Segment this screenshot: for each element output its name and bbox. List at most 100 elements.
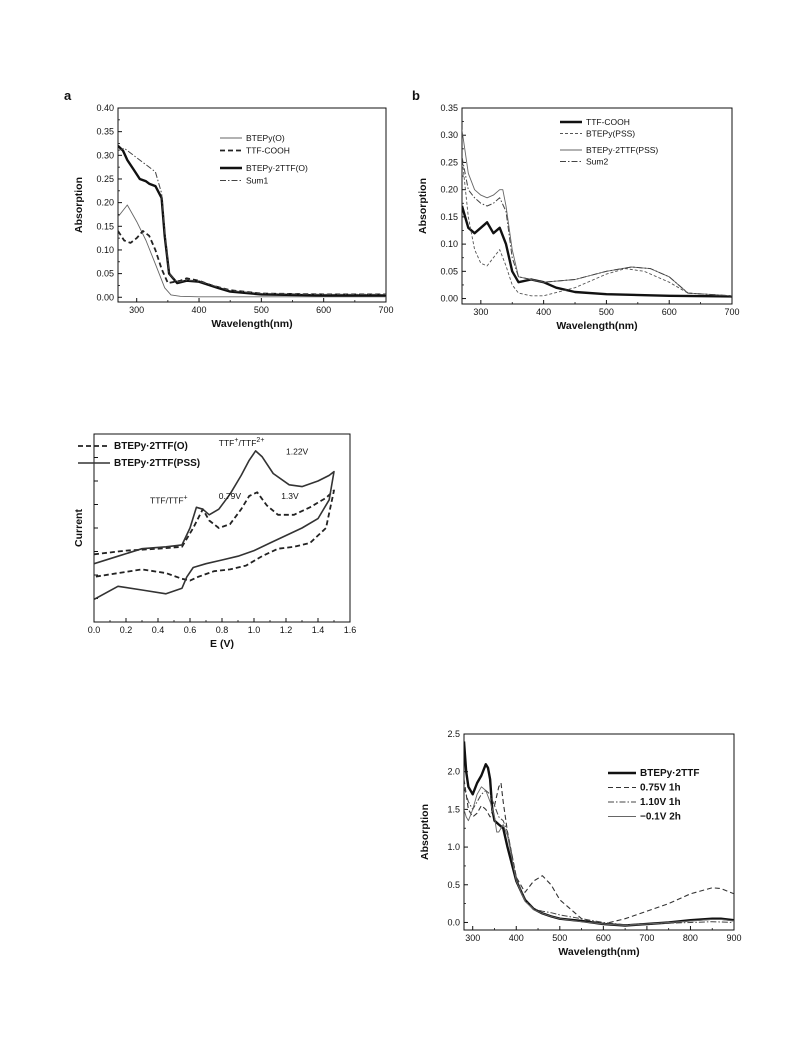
panel-label: a [64,88,72,103]
y-axis-label: Absorption [419,804,431,860]
legend-label: Sum2 [586,157,608,167]
y-tick-label: 0.20 [96,198,114,208]
x-tick-label: 700 [639,933,654,943]
legend-label: BTEPy·2TTF(O) [246,163,308,173]
series-line-btepy-2ttf-o- [94,489,335,582]
legend-label: BTEPy·2TTF(PSS) [586,145,658,155]
series-line-btepy-o- [118,204,386,298]
series-line-btepy-pss- [462,156,732,297]
annotation-sup: + [234,437,238,444]
x-tick-label: 400 [509,933,524,943]
panel-label: b [412,88,420,103]
x-tick-label: 0.2 [120,625,133,635]
x-axis-label: Wavelength(nm) [556,320,637,332]
x-tick-label: 0.4 [152,625,165,635]
legend-label: Sum1 [246,176,268,186]
annotation-text: TTF/TTF [150,496,184,506]
series-line-btepy-2ttf-pss- [462,129,732,297]
x-tick-label: 300 [465,933,480,943]
y-tick-label: 0.0 [447,917,460,927]
annotation: 1.3V [281,491,299,501]
x-tick-label: 1.2 [280,625,293,635]
legend-label: BTEPy(O) [246,133,285,143]
chart-b: b 300 400 500 600 700 0.00 0.05 0.10 0.15 0.20 0.25… [412,88,740,332]
y-tick-label: 0.10 [440,239,458,249]
x-tick-label: 400 [536,307,551,317]
x-tick-label: 0.8 [216,625,229,635]
y-tick-label: 2.0 [447,767,460,777]
annotation-text: TTF [219,438,235,448]
series-line-btepy-2ttf-pss- [94,450,335,601]
y-tick-label: 0.30 [96,150,114,160]
annotation-text: 0.79V [219,491,242,501]
x-tick-label: 800 [683,933,698,943]
legend-label: BTEPy·2TTF [640,768,699,779]
legend-label: 1.10V 1h [640,797,681,808]
x-tick-label: 500 [552,933,567,943]
y-tick-label: 1.5 [447,804,460,814]
chart-a: a 300 400 500 600 700 0.00 0.05 0.10 0.15 0.20 0.25… [64,88,394,330]
x-tick-label: 500 [254,305,269,315]
y-tick-label: 0.25 [96,174,114,184]
plot-frame [463,733,735,931]
y-tick-label: 1.0 [447,842,460,852]
y-tick-label: 0.30 [440,130,458,140]
x-tick-label: 0.6 [184,625,197,635]
annotation-sup: + [184,495,188,502]
x-tick-label: 900 [726,933,741,943]
legend-label: BTEPy·2TTF(PSS) [114,458,200,469]
y-tick-label: 0.20 [440,185,458,195]
series-line-btepy-2ttf-o- [118,145,386,297]
series-line--0-1v-2h [464,786,734,926]
x-axis-label: E (V) [210,638,234,650]
plot-frame [117,107,387,303]
y-tick-label: 0.5 [447,880,460,890]
y-tick-label: 0.10 [96,245,114,255]
annotation-sup: 2+ [256,437,264,444]
annotation-text: 1.3V [281,491,299,501]
x-tick-label: 300 [473,307,488,317]
x-tick-label: 1.6 [344,625,357,635]
x-tick-label: 600 [662,307,677,317]
legend-label: TTF-COOH [586,117,630,127]
y-tick-label: 0.00 [440,294,458,304]
legend-label: −0.1V 2h [640,812,681,823]
y-tick-label: 0.25 [440,157,458,167]
chart-d: 300 400 500 600 700 800 900 0.0 0.5 1.0 1.5 2.0 2.5 W… [419,729,742,958]
y-tick-label: 0.05 [96,269,114,279]
x-tick-label: 700 [378,305,393,315]
series-line-ttf-cooh [462,205,732,298]
chart-c: 0.0 0.2 0.4 0.6 0.8 1.0 1.2 1.4 1.6 E (V) Current B… [73,433,357,650]
x-tick-label: 600 [316,305,331,315]
legend-label: 0.75V 1h [640,783,681,794]
y-axis-label: Current [73,509,85,547]
x-axis-label: Wavelength(nm) [558,946,639,958]
x-tick-label: 400 [192,305,207,315]
x-tick-label: 1.4 [312,625,325,635]
annotation: 0.79V [219,491,242,501]
x-tick-label: 1.0 [248,625,261,635]
annotation: TTF/TTF+ [150,495,188,506]
annotation-text: 1.22V [286,447,309,457]
series-line-0-75v-1h [464,779,734,925]
x-tick-label: 700 [724,307,739,317]
y-tick-label: 0.05 [440,266,458,276]
x-axis-label: Wavelength(nm) [211,318,292,330]
y-tick-label: 0.15 [440,212,458,222]
legend-label: BTEPy·2TTF(O) [114,441,188,452]
y-axis-label: Absorption [73,177,85,233]
series-line-sum1 [118,147,386,295]
y-tick-label: 0.35 [96,127,114,137]
legend-label: BTEPy(PSS) [586,129,635,139]
y-tick-label: 0.00 [96,292,114,302]
legend-label: TTF-COOH [246,146,290,156]
x-tick-label: 600 [596,933,611,943]
y-tick-label: 2.5 [447,729,460,739]
annotation: 1.22V [286,447,309,457]
annotation: TTF+/TTF2+ [219,437,265,448]
series-line-ttf-cooh [118,230,386,296]
y-tick-label: 0.35 [440,103,458,113]
x-tick-label: 500 [599,307,614,317]
annotation-text: /TTF [238,438,256,448]
x-tick-label: 300 [129,305,144,315]
